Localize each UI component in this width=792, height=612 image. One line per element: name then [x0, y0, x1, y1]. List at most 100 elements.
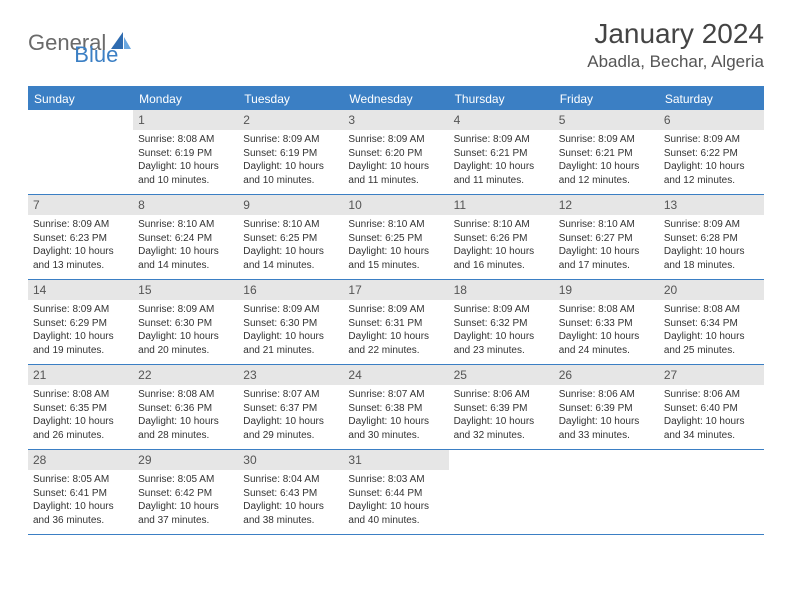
- day-cell: 22Sunrise: 8:08 AMSunset: 6:36 PMDayligh…: [133, 365, 238, 449]
- sunrise-text: Sunrise: 8:07 AM: [243, 388, 338, 402]
- day-cell: 24Sunrise: 8:07 AMSunset: 6:38 PMDayligh…: [343, 365, 448, 449]
- day2-text: and 29 minutes.: [243, 429, 338, 443]
- day-cell: 14Sunrise: 8:09 AMSunset: 6:29 PMDayligh…: [28, 280, 133, 364]
- weekday-header-row: SundayMondayTuesdayWednesdayThursdayFrid…: [28, 88, 764, 110]
- day-number: 7: [28, 195, 133, 215]
- week-row: 21Sunrise: 8:08 AMSunset: 6:35 PMDayligh…: [28, 365, 764, 450]
- weekday-header: Sunday: [28, 88, 133, 110]
- day-cell: 25Sunrise: 8:06 AMSunset: 6:39 PMDayligh…: [449, 365, 554, 449]
- day1-text: Daylight: 10 hours: [664, 330, 759, 344]
- day2-text: and 36 minutes.: [33, 514, 128, 528]
- day1-text: Daylight: 10 hours: [243, 160, 338, 174]
- sunrise-text: Sunrise: 8:06 AM: [454, 388, 549, 402]
- sunrise-text: Sunrise: 8:09 AM: [348, 303, 443, 317]
- day1-text: Daylight: 10 hours: [454, 415, 549, 429]
- day2-text: and 20 minutes.: [138, 344, 233, 358]
- week-row: 14Sunrise: 8:09 AMSunset: 6:29 PMDayligh…: [28, 280, 764, 365]
- day1-text: Daylight: 10 hours: [138, 160, 233, 174]
- day2-text: and 18 minutes.: [664, 259, 759, 273]
- day-cell: 18Sunrise: 8:09 AMSunset: 6:32 PMDayligh…: [449, 280, 554, 364]
- weekday-header: Thursday: [449, 88, 554, 110]
- week-row: 1Sunrise: 8:08 AMSunset: 6:19 PMDaylight…: [28, 110, 764, 195]
- day-cell: 8Sunrise: 8:10 AMSunset: 6:24 PMDaylight…: [133, 195, 238, 279]
- day1-text: Daylight: 10 hours: [664, 245, 759, 259]
- day-cell: 17Sunrise: 8:09 AMSunset: 6:31 PMDayligh…: [343, 280, 448, 364]
- day2-text: and 23 minutes.: [454, 344, 549, 358]
- day2-text: and 13 minutes.: [33, 259, 128, 273]
- day1-text: Daylight: 10 hours: [664, 415, 759, 429]
- sunset-text: Sunset: 6:27 PM: [559, 232, 654, 246]
- sunrise-text: Sunrise: 8:08 AM: [559, 303, 654, 317]
- day-number: 31: [343, 450, 448, 470]
- sunrise-text: Sunrise: 8:09 AM: [664, 133, 759, 147]
- day-cell-empty: [659, 450, 764, 534]
- day-cell: 30Sunrise: 8:04 AMSunset: 6:43 PMDayligh…: [238, 450, 343, 534]
- sunset-text: Sunset: 6:33 PM: [559, 317, 654, 331]
- sunrise-text: Sunrise: 8:05 AM: [33, 473, 128, 487]
- day-cell: 26Sunrise: 8:06 AMSunset: 6:39 PMDayligh…: [554, 365, 659, 449]
- day-number: 14: [28, 280, 133, 300]
- day1-text: Daylight: 10 hours: [454, 160, 549, 174]
- day-number: 30: [238, 450, 343, 470]
- sunrise-text: Sunrise: 8:10 AM: [559, 218, 654, 232]
- day-number: 8: [133, 195, 238, 215]
- day-cell: 13Sunrise: 8:09 AMSunset: 6:28 PMDayligh…: [659, 195, 764, 279]
- weekday-header: Friday: [554, 88, 659, 110]
- day1-text: Daylight: 10 hours: [559, 245, 654, 259]
- day-number: 12: [554, 195, 659, 215]
- sunrise-text: Sunrise: 8:09 AM: [33, 218, 128, 232]
- day-number: 28: [28, 450, 133, 470]
- sunrise-text: Sunrise: 8:09 AM: [138, 303, 233, 317]
- day1-text: Daylight: 10 hours: [33, 415, 128, 429]
- day-number: 20: [659, 280, 764, 300]
- sunset-text: Sunset: 6:44 PM: [348, 487, 443, 501]
- sunrise-text: Sunrise: 8:10 AM: [348, 218, 443, 232]
- sunrise-text: Sunrise: 8:03 AM: [348, 473, 443, 487]
- week-row: 28Sunrise: 8:05 AMSunset: 6:41 PMDayligh…: [28, 450, 764, 535]
- day2-text: and 24 minutes.: [559, 344, 654, 358]
- day2-text: and 33 minutes.: [559, 429, 654, 443]
- day-number: 24: [343, 365, 448, 385]
- sunset-text: Sunset: 6:21 PM: [559, 147, 654, 161]
- day1-text: Daylight: 10 hours: [559, 415, 654, 429]
- day-cell: 27Sunrise: 8:06 AMSunset: 6:40 PMDayligh…: [659, 365, 764, 449]
- day1-text: Daylight: 10 hours: [138, 415, 233, 429]
- sunrise-text: Sunrise: 8:07 AM: [348, 388, 443, 402]
- sunset-text: Sunset: 6:25 PM: [243, 232, 338, 246]
- sunset-text: Sunset: 6:21 PM: [454, 147, 549, 161]
- day-cell: 31Sunrise: 8:03 AMSunset: 6:44 PMDayligh…: [343, 450, 448, 534]
- day-cell: 15Sunrise: 8:09 AMSunset: 6:30 PMDayligh…: [133, 280, 238, 364]
- sunrise-text: Sunrise: 8:08 AM: [138, 388, 233, 402]
- day2-text: and 11 minutes.: [454, 174, 549, 188]
- day1-text: Daylight: 10 hours: [348, 415, 443, 429]
- sunset-text: Sunset: 6:26 PM: [454, 232, 549, 246]
- sunset-text: Sunset: 6:35 PM: [33, 402, 128, 416]
- sunset-text: Sunset: 6:19 PM: [243, 147, 338, 161]
- location-subtitle: Abadla, Bechar, Algeria: [587, 52, 764, 72]
- day-cell: 29Sunrise: 8:05 AMSunset: 6:42 PMDayligh…: [133, 450, 238, 534]
- day2-text: and 25 minutes.: [664, 344, 759, 358]
- day-cell: 23Sunrise: 8:07 AMSunset: 6:37 PMDayligh…: [238, 365, 343, 449]
- sunrise-text: Sunrise: 8:08 AM: [138, 133, 233, 147]
- day2-text: and 12 minutes.: [664, 174, 759, 188]
- sunrise-text: Sunrise: 8:04 AM: [243, 473, 338, 487]
- weekday-header: Tuesday: [238, 88, 343, 110]
- day-cell: 2Sunrise: 8:09 AMSunset: 6:19 PMDaylight…: [238, 110, 343, 194]
- day-cell: 28Sunrise: 8:05 AMSunset: 6:41 PMDayligh…: [28, 450, 133, 534]
- day1-text: Daylight: 10 hours: [454, 245, 549, 259]
- day-number: 23: [238, 365, 343, 385]
- day2-text: and 26 minutes.: [33, 429, 128, 443]
- day1-text: Daylight: 10 hours: [243, 245, 338, 259]
- day2-text: and 16 minutes.: [454, 259, 549, 273]
- sunset-text: Sunset: 6:24 PM: [138, 232, 233, 246]
- day1-text: Daylight: 10 hours: [138, 245, 233, 259]
- day-number: 2: [238, 110, 343, 130]
- day-number: 4: [449, 110, 554, 130]
- day1-text: Daylight: 10 hours: [33, 330, 128, 344]
- day-cell: 6Sunrise: 8:09 AMSunset: 6:22 PMDaylight…: [659, 110, 764, 194]
- day-cell: 5Sunrise: 8:09 AMSunset: 6:21 PMDaylight…: [554, 110, 659, 194]
- day2-text: and 10 minutes.: [138, 174, 233, 188]
- day2-text: and 28 minutes.: [138, 429, 233, 443]
- sunrise-text: Sunrise: 8:09 AM: [348, 133, 443, 147]
- day1-text: Daylight: 10 hours: [664, 160, 759, 174]
